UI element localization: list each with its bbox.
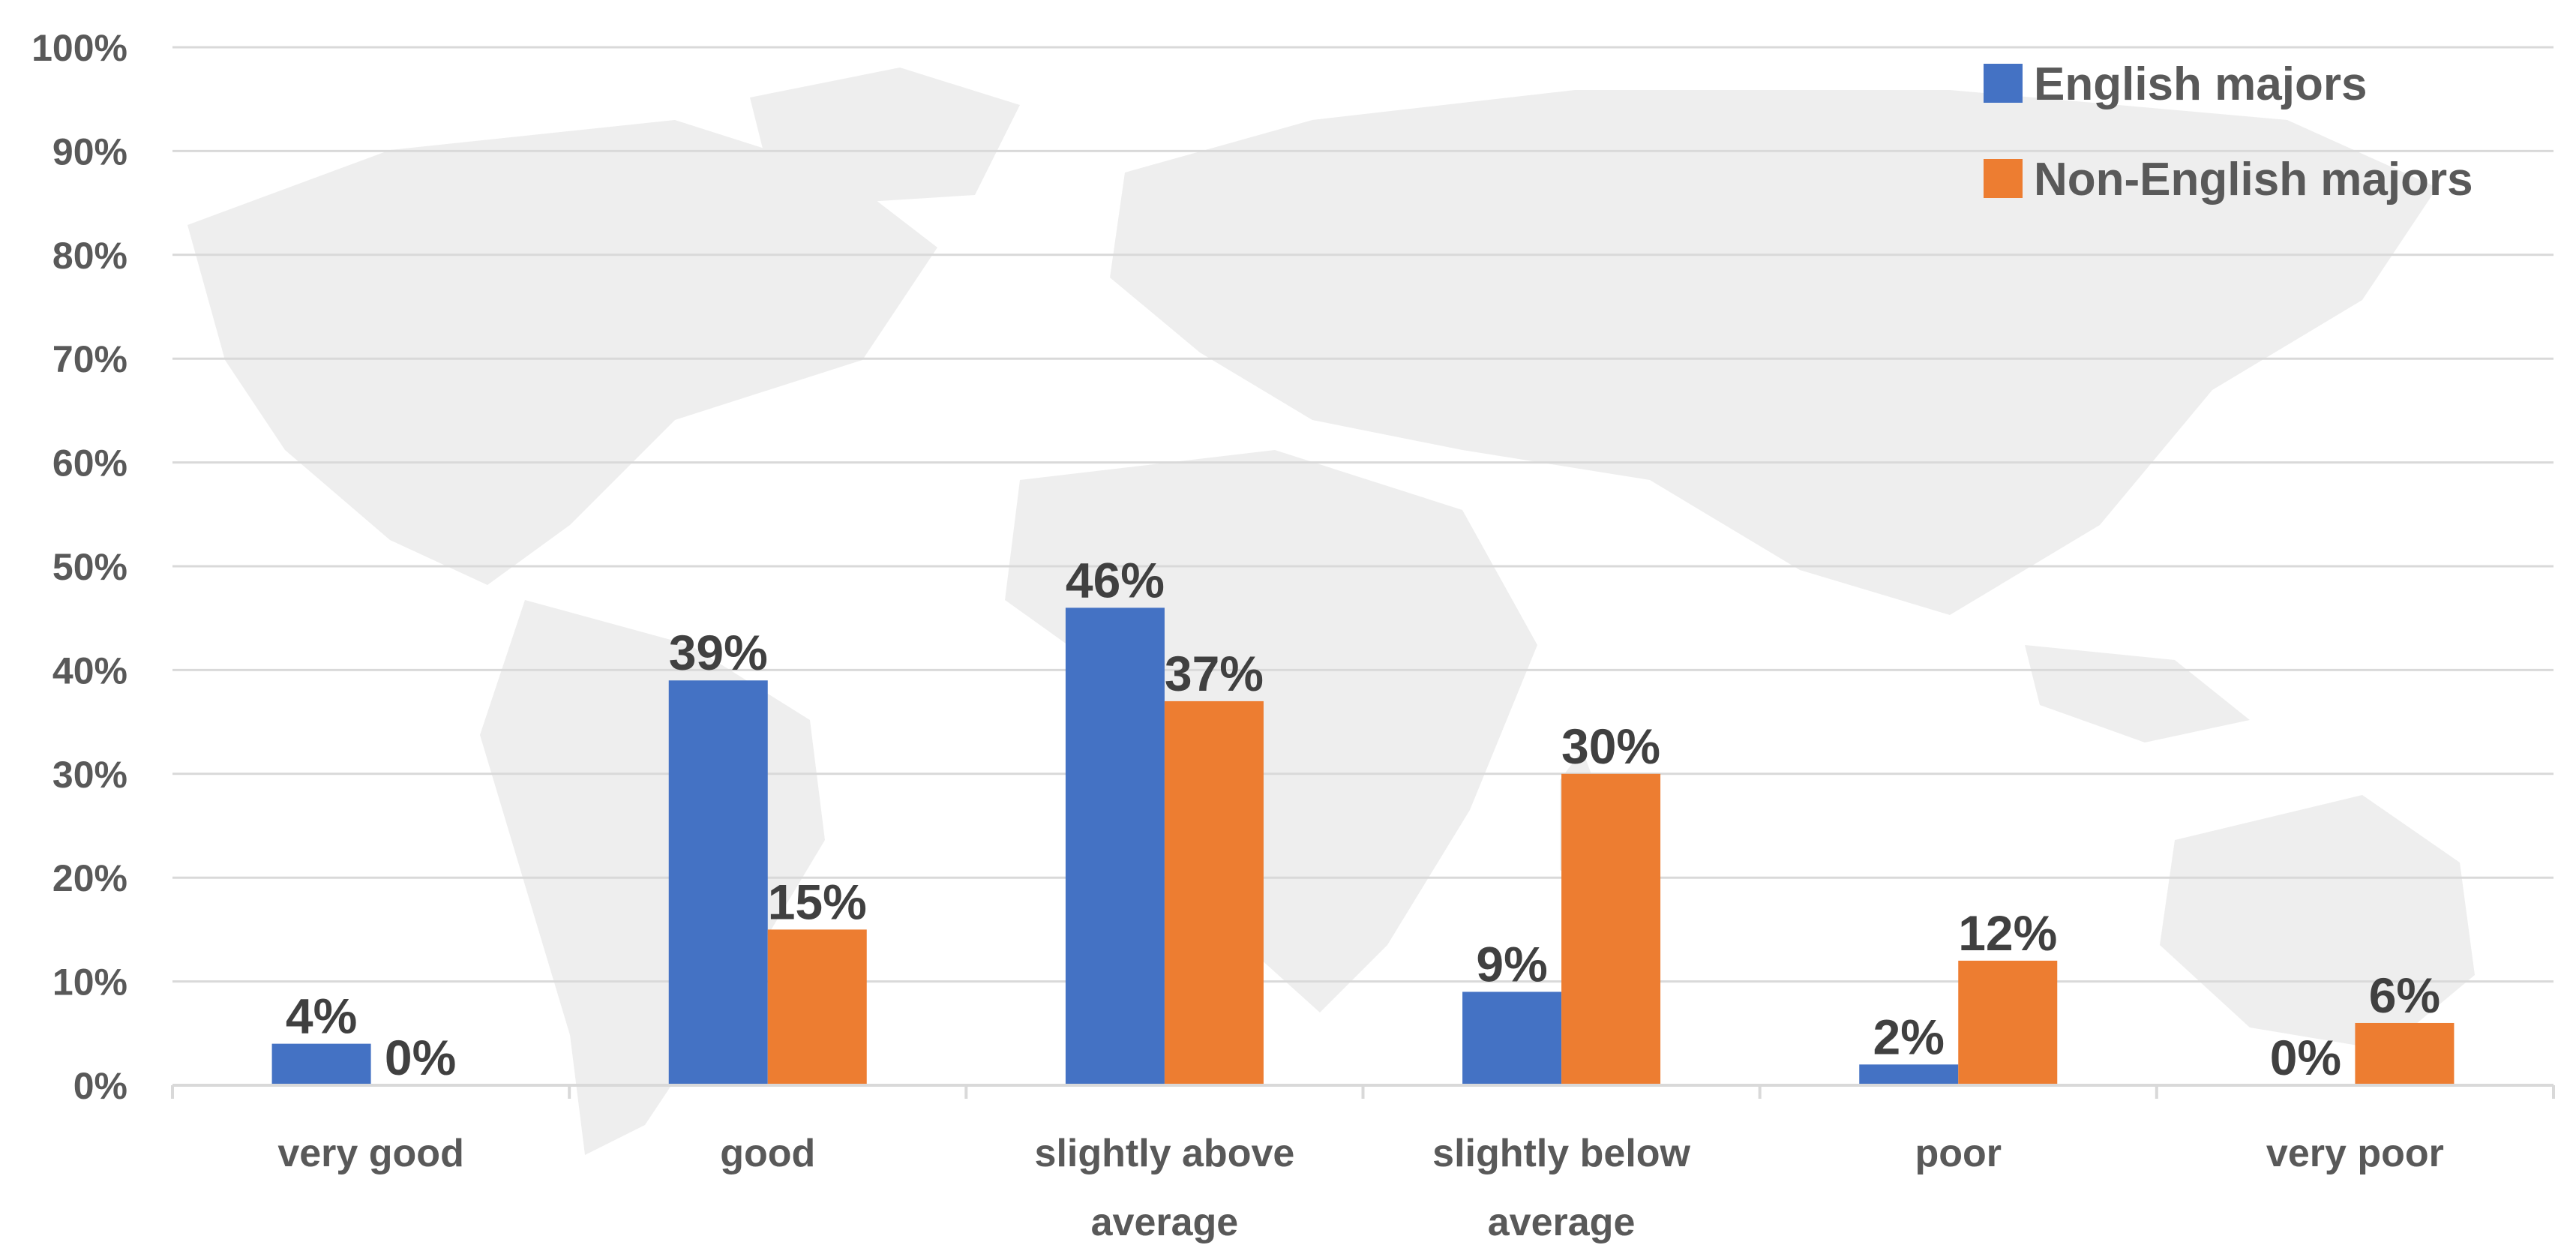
bar <box>1859 1064 1959 1085</box>
y-tick-label: 100% <box>31 27 127 69</box>
bar <box>1164 700 1264 1085</box>
bar <box>767 929 867 1085</box>
data-label: 30% <box>1561 718 1660 774</box>
y-tick-label: 40% <box>52 650 127 692</box>
y-tick-label: 10% <box>52 962 127 1004</box>
data-label: 9% <box>1476 936 1547 992</box>
data-label: 0% <box>2270 1030 2341 1085</box>
data-label: 6% <box>2369 968 2440 1023</box>
y-tick-label: 30% <box>52 754 127 796</box>
data-label: 39% <box>669 625 768 680</box>
data-label: 2% <box>1873 1009 1945 1064</box>
x-category-label: very poor <box>2266 1132 2444 1175</box>
legend-label: Non-English majors <box>2034 154 2473 206</box>
gridlines <box>172 46 2554 983</box>
y-tick-label: 60% <box>52 442 127 484</box>
legend-swatch <box>1984 64 2023 103</box>
y-tick-label: 20% <box>52 857 127 899</box>
legend: English majors Non-English majors <box>1984 58 2473 206</box>
bar <box>1958 960 2058 1085</box>
data-label: 46% <box>1066 552 1165 608</box>
x-category-label: slightly above average <box>1035 1132 1295 1244</box>
legend-label: English majors <box>2034 58 2367 110</box>
world-map-background <box>187 68 2475 1155</box>
bar <box>1462 992 1562 1085</box>
x-axis: very good good slightly above average slight… <box>171 1084 2555 1244</box>
bar <box>271 1043 371 1085</box>
x-category-label: very good <box>277 1132 464 1175</box>
y-axis: 0% 10% 20% 30% 40% 50% 60% 70% 80% 90% 100% <box>31 27 127 1107</box>
y-tick-label: 50% <box>52 546 127 588</box>
data-label: 12% <box>1958 905 2057 961</box>
y-tick-label: 70% <box>52 338 127 380</box>
bar <box>1065 608 1165 1085</box>
series-1: 0% 15% 37% 30% 12% 6% <box>385 646 2455 1085</box>
y-tick-label: 0% <box>73 1065 127 1107</box>
legend-swatch <box>1984 159 2023 198</box>
data-label: 4% <box>286 988 357 1044</box>
x-category-label: good <box>720 1132 815 1175</box>
data-label: 0% <box>385 1030 456 1085</box>
y-tick-label: 80% <box>52 235 127 277</box>
bar <box>2355 1022 2455 1085</box>
x-category-label: slightly below average <box>1432 1132 1690 1244</box>
x-category-label: poor <box>1915 1132 2002 1175</box>
bars: 4% 39% 46% 9% 2% 0% 0% 15% 37% 30% 12% 6% <box>271 552 2455 1085</box>
y-tick-label: 90% <box>52 130 127 172</box>
bar <box>1561 773 1661 1085</box>
series-0: 4% 39% 46% 9% 2% 0% <box>271 552 2341 1085</box>
data-label: 37% <box>1165 646 1264 701</box>
data-label: 15% <box>768 874 867 929</box>
bar <box>668 680 768 1085</box>
